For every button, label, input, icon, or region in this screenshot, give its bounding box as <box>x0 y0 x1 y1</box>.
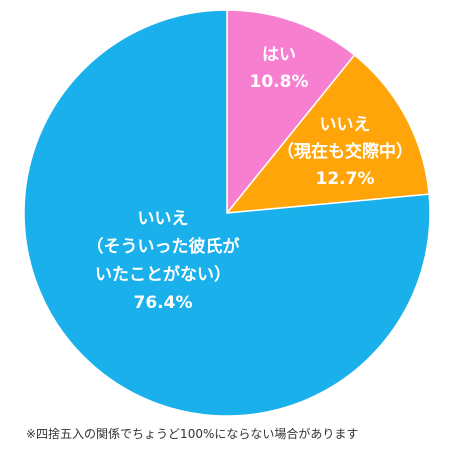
pie-labels: はい 10.8% いいえ （現在も交際中） 12.7% いいえ （そういった彼氏がいたことが… <box>87 45 414 313</box>
label-line: いたことがない） <box>95 264 231 285</box>
pie-slices <box>23 9 431 417</box>
slice-no-dating <box>225 54 430 214</box>
slice-no-never <box>23 9 431 417</box>
slice-no-dating-label: いいえ （現在も交際中） 12.7% <box>277 115 413 189</box>
label-line: いいえ <box>138 209 189 229</box>
slice-yes-label: はい 10.8% <box>250 45 309 92</box>
label-line: 10.8% <box>250 72 309 92</box>
label-line: 12.7% <box>316 169 375 189</box>
slice-yes <box>226 9 356 216</box>
label-line: はい <box>262 45 296 65</box>
label-line: いいえ <box>320 115 371 135</box>
slice-no-never-label: いいえ （そういった彼氏がいたことがない） 76.4% <box>87 209 240 313</box>
label-line: （現在も交際中） <box>277 141 413 162</box>
label-line: 76.4% <box>134 293 193 313</box>
chart-footnote: ※四捨五入の関係でちょうど100%にならない場合があります <box>26 427 359 441</box>
label-line: （そういった彼氏が <box>87 236 240 257</box>
